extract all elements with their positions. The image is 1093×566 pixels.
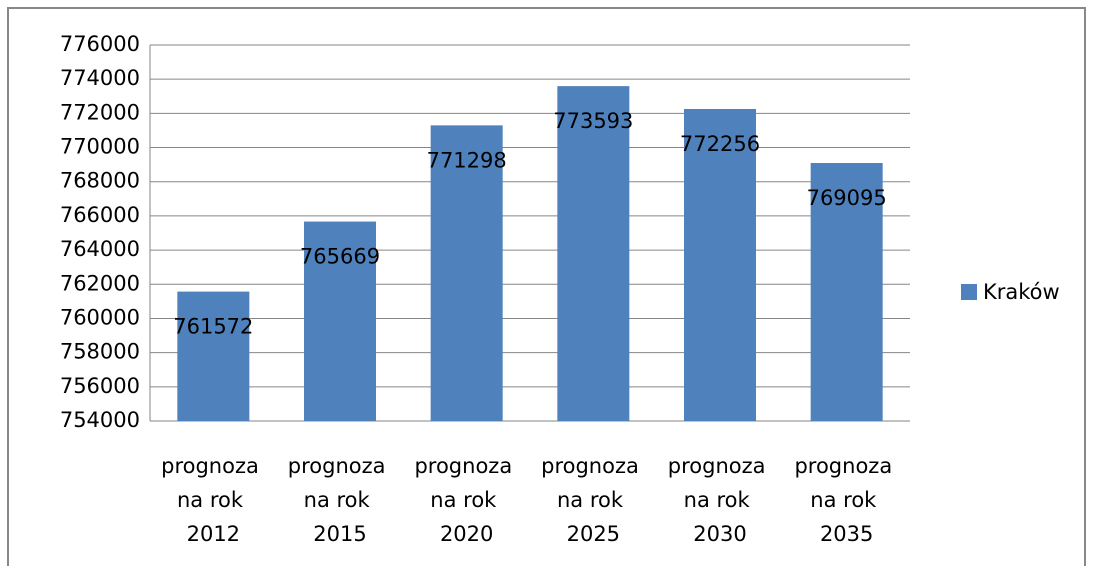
data-label: 772256: [680, 132, 760, 156]
bar: [304, 221, 376, 421]
y-tick-label: 756000: [60, 374, 140, 398]
x-tick-label: prognoza na rok 2035: [794, 454, 898, 546]
x-tick-line: prognoza: [288, 454, 392, 478]
x-tick-line: na rok: [177, 488, 250, 512]
x-tick-line: 2025: [567, 522, 620, 546]
x-tick-line: prognoza: [668, 454, 772, 478]
data-label: 773593: [553, 109, 633, 133]
x-tick-line: 2030: [693, 522, 746, 546]
x-tick-line: prognoza: [794, 454, 898, 478]
x-tick-line: na rok: [684, 488, 757, 512]
bar: [430, 125, 503, 422]
x-tick-label: prognoza na rok 2012: [161, 454, 265, 546]
x-tick-line: prognoza: [161, 454, 265, 478]
data-label: 765669: [300, 245, 380, 269]
y-tick-label: 760000: [60, 305, 140, 329]
legend-label: Kraków: [983, 280, 1060, 304]
x-tick-line: na rok: [430, 488, 503, 512]
y-tick-label: 762000: [60, 271, 140, 295]
y-tick-label: 776000: [60, 32, 140, 56]
data-label: 771298: [427, 148, 507, 172]
y-tick-label: 764000: [60, 237, 140, 261]
y-tick-label: 766000: [60, 203, 140, 227]
y-tick-label: 774000: [60, 66, 140, 90]
x-tick-line: 2015: [313, 522, 366, 546]
y-tick-label: 770000: [60, 135, 140, 159]
x-tick-line: na rok: [557, 488, 630, 512]
bar: [684, 108, 756, 421]
data-label: 769095: [807, 186, 887, 210]
x-tick-line: prognoza: [414, 454, 518, 478]
x-tick-label: prognoza na rok 2030: [668, 454, 772, 546]
x-tick-label: prognoza na rok 2020: [414, 454, 518, 546]
x-tick-line: 2035: [820, 522, 873, 546]
y-tick-label: 754000: [60, 408, 140, 432]
legend-swatch: [961, 284, 977, 300]
bar: [177, 291, 250, 421]
bar: [810, 163, 883, 421]
x-tick-line: na rok: [304, 488, 377, 512]
chart-border: [7, 7, 1086, 566]
y-tick-label: 768000: [60, 169, 140, 193]
x-tick-line: 2012: [187, 522, 240, 546]
y-tick-label: 772000: [60, 100, 140, 124]
x-tick-label: prognoza na rok 2015: [288, 454, 392, 546]
x-tick-line: 2020: [440, 522, 493, 546]
x-tick-line: prognoza: [541, 454, 645, 478]
bar: [557, 86, 630, 421]
data-label: 761572: [173, 315, 253, 339]
x-tick-label: prognoza na rok 2025: [541, 454, 645, 546]
y-tick-label: 758000: [60, 340, 140, 364]
x-tick-line: na rok: [810, 488, 883, 512]
